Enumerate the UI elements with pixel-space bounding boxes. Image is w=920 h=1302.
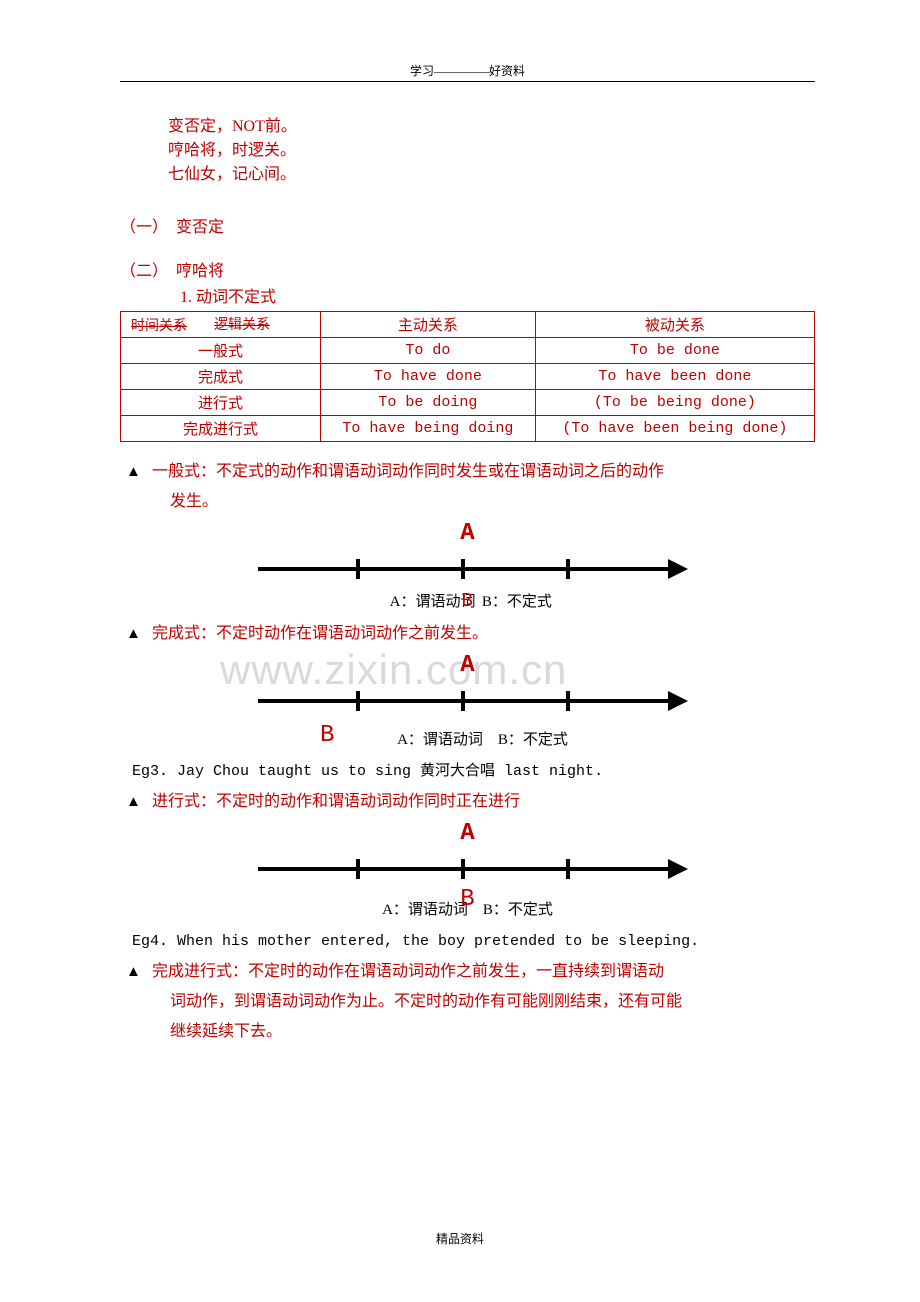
row4-active: To have being doing	[321, 416, 536, 442]
header-dash: —————	[434, 64, 489, 78]
col-passive: 被动关系	[535, 312, 814, 338]
table-row: 逻辑关系 时间关系 主动关系 被动关系	[121, 312, 815, 338]
caption-A-2: A：谓语动词	[397, 732, 483, 748]
rule-2-text: 完成式：不定时动作在谓语动词动作之前发生。	[152, 625, 488, 642]
row2-passive: To have been done	[535, 364, 814, 390]
page-footer: 精品资料	[0, 1230, 920, 1247]
rule-3: ▲ 进行式：不定时的动作和谓语动词动作同时正在进行	[120, 790, 815, 814]
label-A-1: A	[460, 520, 474, 547]
caption-2: B A：谓语动词 B：不定式	[120, 728, 815, 749]
row3-name: 进行式	[121, 390, 321, 416]
poem-line-1: 变否定，NOT前。	[168, 115, 815, 139]
row2-active: To have done	[321, 364, 536, 390]
section-2-sub-1: 1. 动词不定式	[180, 283, 815, 307]
rule-4a-text: 完成进行式：不定时的动作在谓语动词动作之前发生，一直持续到谓语动	[152, 963, 664, 980]
poem-line-2: 哼哈将，时逻关。	[168, 139, 815, 163]
timeline-1: A	[120, 520, 815, 584]
row1-passive: To be done	[535, 338, 814, 364]
rule-4c: 继续延续下去。	[170, 1020, 815, 1044]
diag-top-label: 逻辑关系	[214, 314, 270, 334]
label-A-2: A	[460, 652, 474, 679]
timeline-2: A	[120, 652, 815, 722]
triangle-icon: ▲	[126, 791, 140, 814]
row3-passive: (To be being done)	[535, 390, 814, 416]
header-right: 好资料	[489, 64, 525, 78]
caption-B-glyph: B	[462, 590, 473, 612]
label-A-3: A	[460, 820, 474, 847]
poem-line-3: 七仙女，记心间。	[168, 163, 815, 187]
example-4: Eg4. When his mother entered, the boy pr…	[132, 933, 815, 950]
rule-2: ▲ 完成式：不定时动作在谓语动词动作之前发生。	[120, 622, 815, 646]
header-left: 学习	[410, 64, 434, 78]
triangle-icon: ▲	[126, 461, 140, 484]
row2-name: 完成式	[121, 364, 321, 390]
rule-1: ▲ 一般式：不定式的动作和谓语动词动作同时发生或在谓语动词之后的动作	[120, 460, 815, 484]
section-1-heading: （一） 变否定	[120, 213, 815, 237]
table-row: 一般式 To do To be done	[121, 338, 815, 364]
timeline-svg-1	[248, 545, 688, 585]
caption-1: A：谓语动词B B：不定式B	[120, 590, 815, 612]
page-header: 学习—————好资料	[120, 62, 815, 82]
triangle-icon: ▲	[126, 961, 140, 984]
row4-passive: (To have been being done)	[535, 416, 814, 442]
row3-active: To be doing	[321, 390, 536, 416]
rule-1-text: 一般式：不定式的动作和谓语动词动作同时发生或在谓语动词之后的动作	[152, 463, 664, 480]
table-row: 进行式 To be doing (To be being done)	[121, 390, 815, 416]
row4-name: 完成进行式	[121, 416, 321, 442]
rule-1-cont: 发生。	[170, 490, 815, 514]
row1-name: 一般式	[121, 338, 321, 364]
rule-4a: ▲ 完成进行式：不定时的动作在谓语动词动作之前发生，一直持续到谓语动	[120, 960, 815, 984]
label-B-2: B	[320, 722, 334, 749]
timeline-svg-3	[248, 845, 688, 885]
example-3: Eg3. Jay Chou taught us to sing 黄河大合唱 la…	[132, 759, 815, 780]
grammar-table: 逻辑关系 时间关系 主动关系 被动关系 一般式 To do To be done…	[120, 311, 815, 442]
timeline-svg-2	[248, 677, 688, 717]
diag-header-cell: 逻辑关系 时间关系	[121, 312, 321, 338]
rule-4b: 词动作，到谓语动词动作为止。不定时的动作有可能刚刚结束，还有可能	[170, 990, 815, 1014]
timeline-3: A B	[120, 820, 815, 910]
label-B-3: B	[460, 886, 474, 913]
row1-active: To do	[321, 338, 536, 364]
triangle-icon: ▲	[126, 623, 140, 646]
caption-B-2: B：不定式	[498, 732, 568, 748]
col-active: 主动关系	[321, 312, 536, 338]
poem-block: 变否定，NOT前。 哼哈将，时逻关。 七仙女，记心间。	[168, 115, 815, 187]
table-row: 完成进行式 To have being doing (To have been …	[121, 416, 815, 442]
table-row: 完成式 To have done To have been done	[121, 364, 815, 390]
section-2-heading: （二） 哼哈将	[120, 257, 815, 281]
diag-bot-label: 时间关系	[131, 315, 187, 335]
rule-3-text: 进行式：不定时的动作和谓语动词动作同时正在进行	[152, 793, 520, 810]
